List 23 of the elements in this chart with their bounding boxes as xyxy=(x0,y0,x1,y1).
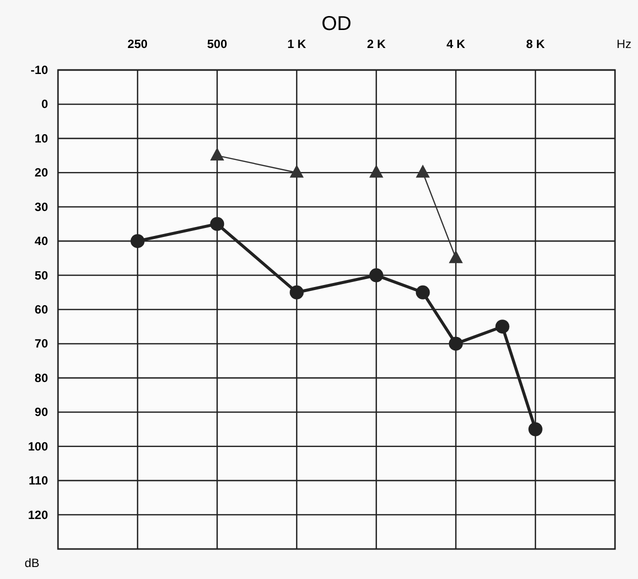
x-tick-label: 8 K xyxy=(526,37,546,51)
x-tick-label: 500 xyxy=(207,37,228,51)
y-tick-label: 10 xyxy=(34,131,48,146)
y-tick-label: 0 xyxy=(41,97,48,112)
x-tick-label: 2 K xyxy=(366,37,386,51)
chart-title: OD xyxy=(322,13,352,35)
y-axis-title: dB xyxy=(24,556,40,570)
y-tick-label: 110 xyxy=(28,474,48,488)
y-tick-label: 60 xyxy=(34,302,48,316)
y-tick-label: 20 xyxy=(34,166,48,180)
y-tick-label: 90 xyxy=(34,405,48,420)
y-tick-label: 80 xyxy=(34,370,48,385)
x-axis-title: Hz xyxy=(616,37,632,51)
x-tick-label: 4 K xyxy=(446,37,466,51)
y-tick-label: 100 xyxy=(28,439,48,454)
y-tick-label: 70 xyxy=(34,336,48,351)
y-tick-label: 30 xyxy=(34,200,48,214)
y-tick-label: 50 xyxy=(34,268,48,282)
y-tick-label: -10 xyxy=(30,63,48,77)
x-tick-label: 250 xyxy=(128,37,148,51)
y-tick-label: 40 xyxy=(34,234,48,248)
y-tick-label: 120 xyxy=(28,508,48,522)
x-tick-label: 1 K xyxy=(287,37,306,51)
